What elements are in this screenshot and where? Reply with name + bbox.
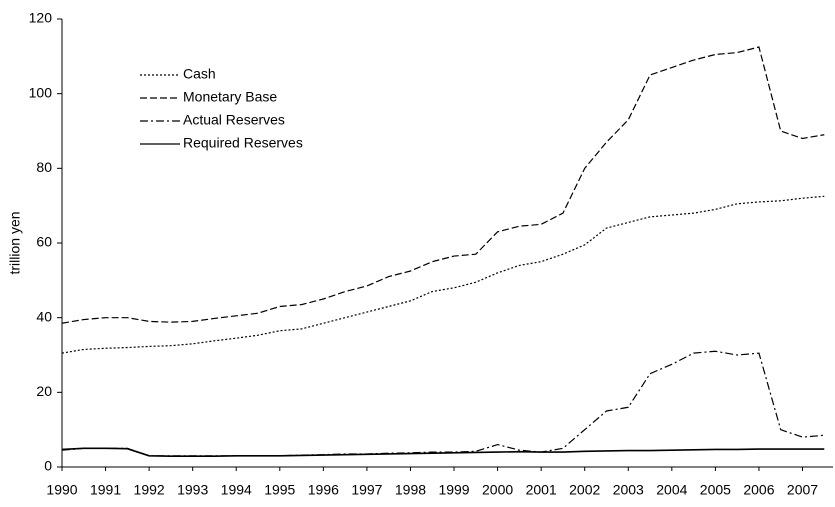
x-tick-label: 2002 <box>569 482 600 498</box>
x-tick-label: 1992 <box>134 482 165 498</box>
x-tick-label: 1993 <box>177 482 208 498</box>
x-tick-label: 2006 <box>743 482 774 498</box>
y-tick-label: 40 <box>36 308 52 324</box>
series-line <box>61 447 825 457</box>
series-line <box>61 46 825 324</box>
x-tick-label: 1997 <box>351 482 382 498</box>
y-tick-label: 100 <box>29 84 53 100</box>
x-tick-label: 1990 <box>46 482 77 498</box>
x-tick-label: 1995 <box>264 482 295 498</box>
x-tick-label: 2004 <box>656 482 687 498</box>
x-tick-label: 1991 <box>90 482 121 498</box>
y-tick-label: 0 <box>44 458 52 474</box>
x-tick-label: 1999 <box>438 482 469 498</box>
legend-label: Required Reserves <box>183 135 303 151</box>
x-tick-label: 2003 <box>613 482 644 498</box>
y-tick-label: 60 <box>36 234 52 250</box>
x-tick-label: 2005 <box>700 482 731 498</box>
series-line <box>61 350 825 457</box>
y-tick-label: 80 <box>36 159 52 175</box>
series-line <box>61 195 825 354</box>
x-tick-label: 1998 <box>395 482 426 498</box>
x-tick-label: 2000 <box>482 482 513 498</box>
y-axis-label: trillion yen <box>7 211 23 274</box>
legend-label: Monetary Base <box>183 89 277 105</box>
x-tick-label: 1996 <box>308 482 339 498</box>
y-tick-label: 120 <box>29 10 53 26</box>
y-tick-label: 20 <box>36 383 52 399</box>
x-tick-label: 2007 <box>787 482 818 498</box>
x-tick-label: 2001 <box>526 482 557 498</box>
legend-label: Actual Reserves <box>183 112 285 128</box>
legend-label: Cash <box>183 66 216 82</box>
x-tick-label: 1994 <box>221 482 252 498</box>
